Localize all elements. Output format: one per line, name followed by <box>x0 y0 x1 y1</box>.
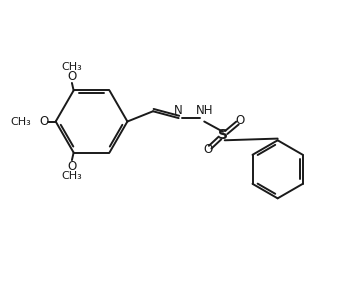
Text: NH: NH <box>195 104 213 117</box>
Text: N: N <box>174 104 183 117</box>
Text: O: O <box>67 70 77 83</box>
Text: CH₃: CH₃ <box>61 62 82 72</box>
Text: S: S <box>218 128 228 142</box>
Text: O: O <box>67 160 77 173</box>
Text: O: O <box>236 114 245 127</box>
Text: O: O <box>203 143 212 156</box>
Text: CH₃: CH₃ <box>61 171 82 181</box>
Text: O: O <box>39 115 48 128</box>
Text: CH₃: CH₃ <box>10 116 31 126</box>
